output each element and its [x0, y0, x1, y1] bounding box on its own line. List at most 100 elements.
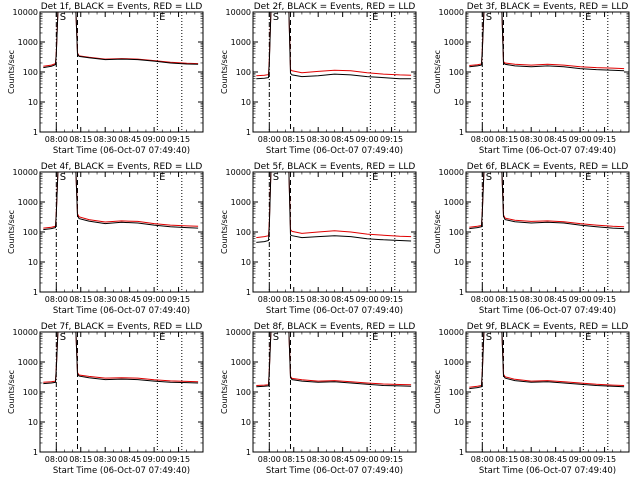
start-marker-label: S: [486, 12, 492, 23]
x-axis-label: Start Time (06-Oct-07 07:49:40): [53, 146, 190, 156]
x-tick-label: 08:15: [282, 295, 305, 304]
end-marker-label: E: [585, 12, 591, 23]
panel-det1f: Det 1f, BLACK = Events, RED = LLD S E 1 10 10…: [0, 0, 213, 160]
end-marker-label: E: [159, 332, 165, 343]
x-tick-label: 08:15: [69, 295, 92, 304]
chart-title: Det 9f, BLACK = Events, RED = LLD: [467, 322, 629, 332]
x-tick-label: 08:30: [307, 455, 330, 464]
series-line-events: [43, 332, 199, 385]
y-tick-label: 1: [246, 448, 251, 457]
panel-det4f: Det 4f, BLACK = Events, RED = LLD S E 1 10 10…: [0, 160, 213, 320]
y-tick-label: 100: [449, 228, 464, 237]
y-tick-label: 10: [454, 98, 464, 107]
y-tick-label: 1: [459, 288, 464, 297]
y-tick-label: 10: [28, 258, 38, 267]
x-tick-label: 09:00: [356, 455, 379, 464]
y-tick-label: 1: [246, 128, 251, 137]
y-tick-label: 1: [459, 128, 464, 137]
y-tick-label: 10: [454, 258, 464, 267]
end-marker-label: E: [372, 332, 378, 343]
x-tick-label: 08:15: [495, 135, 518, 144]
x-tick-label: 08:30: [520, 135, 543, 144]
end-marker-label: E: [585, 332, 591, 343]
y-tick-label: 100: [23, 228, 38, 237]
y-tick-label: 100: [236, 388, 251, 397]
x-axis-label: Start Time (06-Oct-07 07:49:40): [266, 466, 403, 476]
x-tick-label: 08:00: [45, 135, 68, 144]
y-tick-label: 100: [449, 68, 464, 77]
y-tick-label: 10: [454, 418, 464, 427]
series-line-events: [256, 172, 412, 243]
y-tick-label: 10: [28, 418, 38, 427]
x-axis-label: Start Time (06-Oct-07 07:49:40): [266, 146, 403, 156]
y-axis-label: Counts/sec: [220, 210, 229, 254]
y-axis-label: Counts/sec: [7, 210, 16, 254]
x-tick-label: 08:45: [118, 295, 141, 304]
x-tick-label: 08:00: [45, 295, 68, 304]
y-tick-label: 10000: [226, 168, 251, 177]
x-tick-label: 08:00: [471, 295, 494, 304]
plot-frame: [252, 11, 417, 133]
series-line-events: [43, 12, 199, 69]
end-marker-label: E: [372, 12, 378, 23]
x-tick-label: 09:15: [167, 455, 190, 464]
x-tick-label: 09:15: [593, 295, 616, 304]
x-tick-label: 08:30: [94, 135, 117, 144]
y-tick-label: 100: [236, 68, 251, 77]
y-tick-label: 10: [241, 98, 251, 107]
x-tick-label: 08:15: [69, 455, 92, 464]
series-line-events: [256, 332, 412, 388]
plot-frame: [39, 171, 204, 293]
y-tick-label: 1000: [231, 38, 251, 47]
series-line-lld: [43, 332, 199, 383]
x-tick-label: 08:00: [45, 455, 68, 464]
x-tick-label: 09:15: [380, 135, 403, 144]
x-tick-label: 09:15: [380, 295, 403, 304]
end-marker-label: E: [585, 172, 591, 183]
x-tick-label: 09:00: [143, 295, 166, 304]
x-tick-label: 09:15: [593, 455, 616, 464]
x-tick-label: 08:30: [520, 455, 543, 464]
y-tick-label: 10000: [13, 168, 38, 177]
x-tick-label: 09:00: [143, 455, 166, 464]
panel-det6f: Det 6f, BLACK = Events, RED = LLD S E 1 10 10…: [426, 160, 639, 320]
y-tick-label: 1000: [18, 198, 38, 207]
y-tick-label: 100: [23, 388, 38, 397]
plot-frame: [465, 331, 630, 453]
start-marker-label: S: [60, 172, 66, 183]
chart-title: Det 7f, BLACK = Events, RED = LLD: [41, 322, 203, 332]
x-tick-label: 08:30: [520, 295, 543, 304]
series-line-lld: [469, 12, 625, 70]
end-marker-label: E: [372, 172, 378, 183]
x-tick-label: 09:15: [380, 455, 403, 464]
y-tick-label: 10: [241, 418, 251, 427]
x-axis-label: Start Time (06-Oct-07 07:49:40): [479, 146, 616, 156]
start-marker-label: S: [486, 332, 492, 343]
y-tick-label: 1: [33, 448, 38, 457]
panel-det8f: Det 8f, BLACK = Events, RED = LLD S E 1 10 10…: [213, 320, 426, 480]
panel-det7f: Det 7f, BLACK = Events, RED = LLD S E 1 10 10…: [0, 320, 213, 480]
x-tick-label: 08:45: [118, 135, 141, 144]
y-axis-label: Counts/sec: [7, 50, 16, 94]
chart-title: Det 6f, BLACK = Events, RED = LLD: [467, 162, 629, 172]
x-tick-label: 09:00: [569, 135, 592, 144]
series-line-events: [469, 332, 625, 390]
y-tick-label: 10000: [13, 8, 38, 17]
x-tick-label: 08:45: [331, 135, 354, 144]
x-tick-label: 09:15: [167, 135, 190, 144]
x-tick-label: 09:15: [593, 135, 616, 144]
plot-frame: [252, 331, 417, 453]
x-tick-label: 08:15: [282, 135, 305, 144]
x-tick-label: 09:00: [143, 135, 166, 144]
y-tick-label: 1000: [231, 198, 251, 207]
end-marker-label: E: [159, 172, 165, 183]
y-tick-label: 100: [236, 228, 251, 237]
y-axis-label: Counts/sec: [433, 50, 442, 94]
plot-frame: [465, 11, 630, 133]
